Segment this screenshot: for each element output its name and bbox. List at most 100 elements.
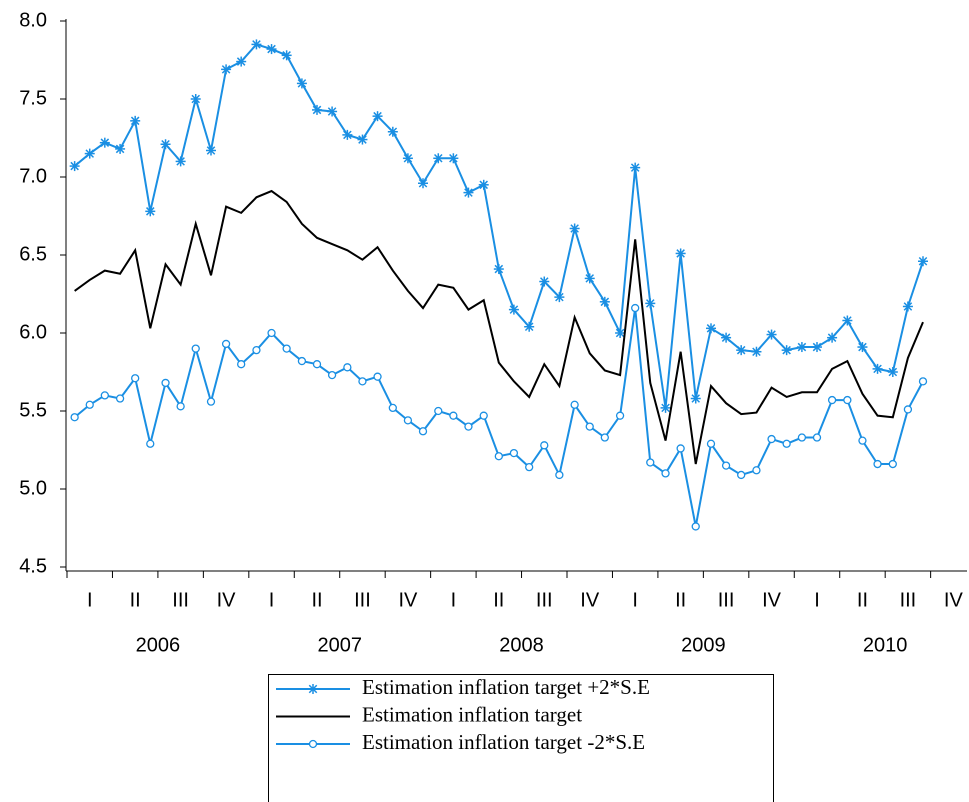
marker-star	[266, 44, 277, 55]
marker-circle	[100, 391, 109, 400]
marker-star	[615, 328, 626, 338]
marker-star	[569, 223, 580, 234]
marker-stroke	[191, 94, 201, 104]
marker-circle	[600, 433, 609, 442]
y-tick-label: 7.5	[19, 87, 47, 109]
marker-stroke	[767, 330, 776, 339]
marker-stroke	[661, 403, 670, 413]
marker-circle	[509, 448, 519, 458]
marker-stroke	[691, 394, 701, 403]
series-line	[74, 43, 924, 409]
marker-circle	[312, 360, 322, 369]
marker-star	[539, 276, 550, 287]
marker-star	[690, 393, 701, 404]
marker-star	[584, 273, 595, 284]
marker-star	[887, 367, 898, 377]
marker-stroke	[388, 127, 398, 137]
marker-stroke	[888, 367, 898, 377]
marker-circle	[343, 363, 352, 372]
marker-star	[493, 264, 504, 275]
marker-stroke	[585, 274, 595, 283]
marker-star	[645, 298, 656, 309]
marker-stroke	[736, 345, 746, 355]
marker-stroke	[873, 364, 882, 374]
x-tick-label: IV	[944, 589, 964, 611]
marker-star	[236, 56, 247, 67]
marker-star	[599, 296, 610, 307]
marker-star	[630, 162, 641, 173]
y-tick-label: 5.0	[19, 477, 47, 499]
marker-stroke	[918, 256, 928, 266]
marker-circle	[85, 400, 94, 409]
y-tick-label: 6.5	[19, 243, 47, 265]
marker-circle	[161, 378, 170, 388]
marker-circle	[388, 403, 397, 413]
marker-circle	[418, 427, 428, 436]
marker-stroke	[297, 79, 307, 88]
marker-star	[736, 345, 747, 356]
year-label: 2008	[499, 634, 544, 656]
marker-circle	[782, 439, 791, 448]
legend-box	[268, 674, 774, 802]
year-label: 2010	[863, 634, 908, 656]
marker-stroke	[282, 51, 291, 60]
marker-stroke	[358, 135, 367, 144]
marker-stroke	[267, 44, 276, 54]
marker-circle	[237, 360, 246, 369]
marker-circle	[131, 374, 140, 383]
marker-star	[308, 684, 318, 694]
marker-star	[448, 153, 459, 164]
x-tick-label: I	[87, 589, 93, 611]
marker-star	[918, 256, 928, 267]
x-tick-label: III	[172, 589, 189, 611]
series	[74, 189, 924, 465]
marker-star	[69, 161, 80, 172]
y-tick-label: 4.5	[19, 555, 47, 577]
marker-stroke	[130, 116, 140, 126]
marker-stroke	[161, 139, 170, 149]
marker-star	[675, 248, 686, 259]
marker-star	[554, 292, 565, 303]
marker-star	[312, 104, 322, 115]
x-tick-label: II	[675, 589, 686, 611]
marker-star	[402, 153, 413, 164]
marker-circle	[403, 416, 413, 425]
marker-star	[281, 50, 292, 61]
marker-circle	[221, 339, 231, 349]
marker-stroke	[782, 345, 791, 355]
series-line	[74, 307, 924, 527]
marker-star	[508, 304, 519, 315]
marker-stroke	[85, 149, 95, 158]
marker-star	[751, 346, 762, 357]
marker-star	[130, 115, 141, 126]
marker-star	[115, 143, 126, 154]
marker-stroke	[721, 333, 731, 342]
marker-stroke	[343, 130, 352, 140]
marker-star	[463, 187, 474, 198]
marker-star	[827, 332, 838, 343]
legend: Estimation inflation target +2*S.E Estima…	[268, 674, 774, 802]
marker-circle	[585, 422, 594, 431]
legend-marker	[308, 739, 318, 749]
marker-circle	[176, 402, 185, 411]
marker-circle	[752, 466, 761, 475]
marker-stroke	[494, 264, 504, 274]
marker-star	[902, 301, 913, 312]
marker-stroke	[539, 277, 549, 286]
x-tick-label: III	[900, 589, 917, 611]
marker-stroke	[221, 65, 231, 74]
marker-circle	[434, 406, 443, 416]
marker-circle	[615, 411, 625, 420]
marker-circle	[767, 434, 776, 444]
marker-star	[327, 106, 338, 117]
x-tick-label: II	[857, 589, 868, 611]
marker-stroke	[858, 342, 867, 352]
marker-circle	[827, 395, 837, 405]
marker-star	[524, 321, 535, 332]
marker-star	[766, 329, 777, 340]
marker-stroke	[312, 105, 322, 115]
marker-stroke	[812, 342, 822, 352]
marker-star	[660, 402, 671, 413]
series	[70, 303, 928, 531]
